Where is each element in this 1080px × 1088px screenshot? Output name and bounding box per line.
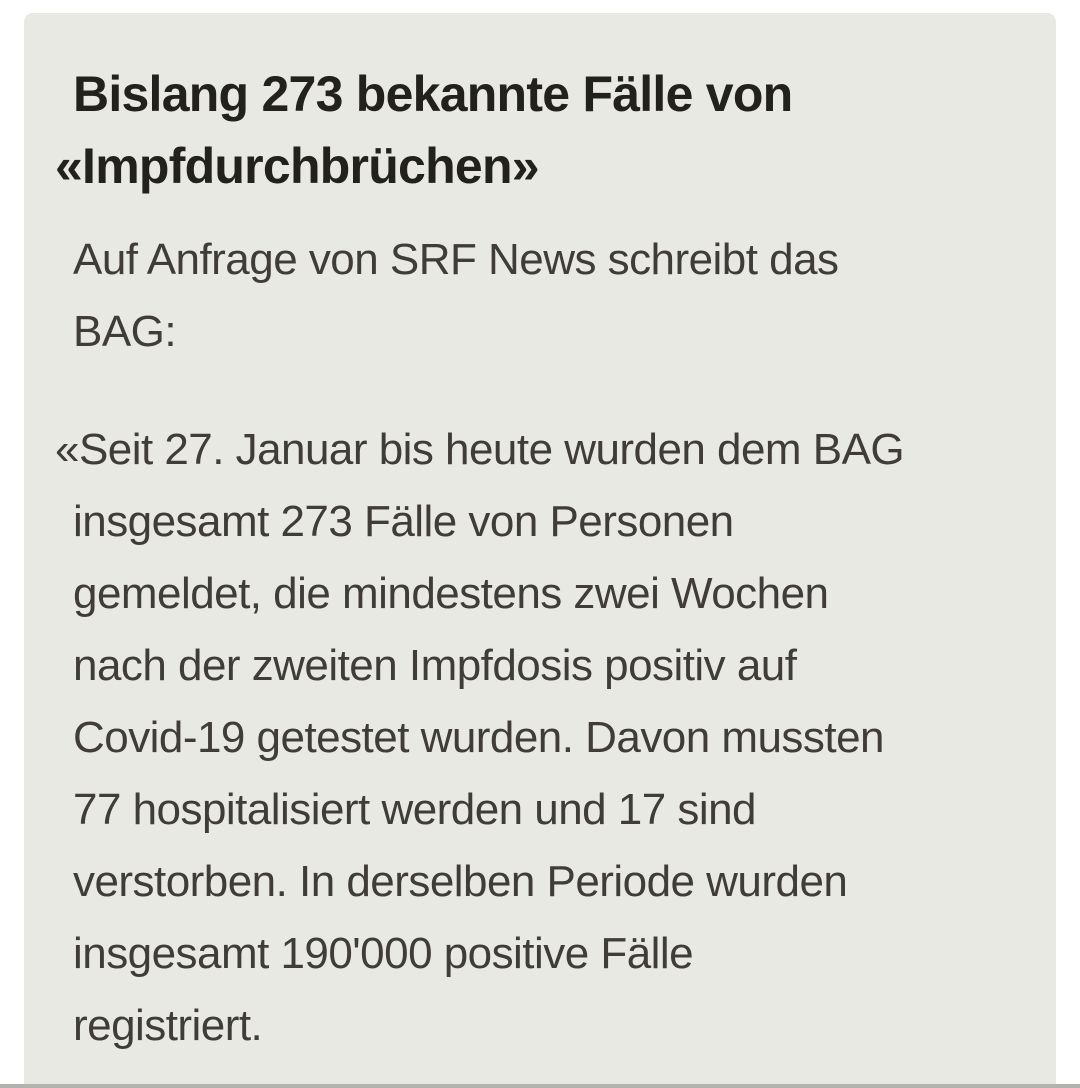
text-line: «Seit 27. Januar bis heute wurden dem BA… bbox=[55, 425, 905, 474]
text-line: 77 hospitalisiert werden und 17 sind bbox=[73, 785, 757, 834]
article-title: Bislang 273 bekannte Fälle von «Impfdurc… bbox=[55, 58, 1014, 202]
title-line: Bislang 273 bekannte Fälle von bbox=[73, 66, 793, 122]
text-line: Auf Anfrage von SRF News schreibt das bbox=[73, 235, 839, 284]
bottom-divider bbox=[0, 1084, 1080, 1088]
intro-paragraph: Auf Anfrage von SRF News schreibt das BA… bbox=[73, 224, 1014, 368]
text-line: insgesamt 190'000 positive Fälle bbox=[73, 929, 694, 978]
quote-paragraph: «Seit 27. Januar bis heute wurden dem BA… bbox=[55, 414, 1014, 1062]
text-line: verstorben. In derselben Periode wurden bbox=[73, 857, 848, 906]
text-line: Covid-19 getestet wurden. Davon mussten bbox=[73, 713, 884, 762]
article-card: Bislang 273 bekannte Fälle von «Impfdurc… bbox=[24, 13, 1056, 1084]
text-line: registriert. bbox=[73, 1001, 263, 1050]
title-line: «Impfdurchbrüchen» bbox=[55, 138, 540, 194]
text-line: nach der zweiten Impfdosis positiv auf bbox=[73, 641, 797, 690]
text-line: BAG: bbox=[73, 307, 177, 356]
text-line: insgesamt 273 Fälle von Personen bbox=[73, 497, 734, 546]
text-line: gemeldet, die mindestens zwei Wochen bbox=[73, 569, 829, 618]
